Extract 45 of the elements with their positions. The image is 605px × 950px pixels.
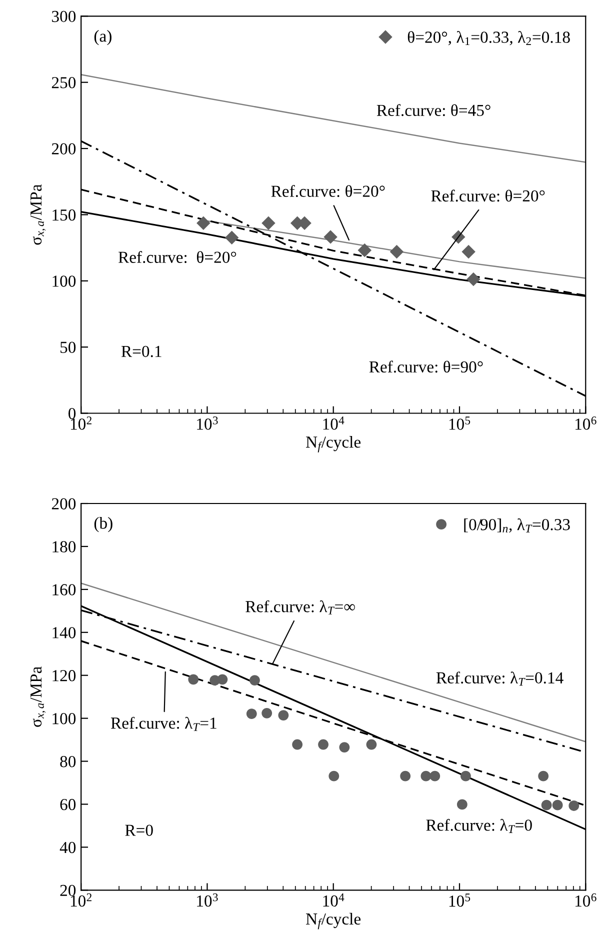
y-tick-label: 100 (52, 276, 76, 287)
y-tick-label: 100 (52, 713, 76, 724)
y-tick-label: 20 (60, 884, 76, 896)
annotation: Ref.curve: θ=90° (369, 360, 483, 373)
y-tick-label: 160 (52, 584, 76, 596)
annotation: R=0 (125, 824, 153, 836)
annotation: Ref.curve: λ$_{T}$=0 (426, 818, 532, 833)
annotation: Ref.curve: θ=20° (118, 251, 236, 264)
y-tick-label: 80 (60, 756, 76, 768)
y-axis-title: σ$_{x,a}$/MPa (30, 666, 46, 727)
annotation: Ref.curve: λ$_{T}$=0.14 (436, 672, 564, 686)
y-tick-label: 140 (52, 627, 76, 638)
y-tick-label: 180 (52, 541, 76, 552)
y-tick-label: 50 (60, 342, 76, 354)
x-tick-label: 10$^{6}$ (576, 416, 596, 430)
annotation: R=0.1 (121, 346, 162, 358)
x-tick-label: 10$^{4}$ (323, 416, 344, 430)
annotation: Ref.curve: θ=45° (376, 104, 490, 116)
x-axis-title: N$_{f}$/cycle (306, 912, 361, 930)
line-series (81, 74, 586, 163)
y-tick-label: 250 (52, 77, 76, 88)
x-tick-label: 10$^{3}$ (197, 893, 218, 907)
y-tick-label: 300 (52, 10, 76, 22)
y-tick-label: 200 (52, 498, 76, 510)
x-tick-label: 10$^{5}$ (449, 894, 470, 907)
annotation: (a) (94, 30, 112, 46)
y-tick-label: 60 (60, 798, 76, 810)
y-tick-label: 120 (52, 670, 76, 682)
x-tick-label: 10$^{4}$ (323, 893, 344, 907)
x-tick-label: 10$^{5}$ (449, 416, 470, 430)
y-tick-label: 0 (68, 408, 76, 420)
annotation: Ref.curve: θ=20° (271, 185, 385, 198)
annotation: (b) (94, 517, 112, 532)
x-axis-title: N$_{f}$/cycle (306, 436, 361, 452)
legend-label: θ=20°, λ$_{1}$=0.33, λ$_{2}$=0.18 (408, 30, 570, 46)
y-tick-label: 40 (60, 842, 76, 854)
y-axis-title: σ$_{x,a}$/MPa (30, 184, 46, 245)
legend-label: [0/90]$_{n}$, λ$_{T}$=0.33 (464, 518, 570, 533)
y-tick-label: 200 (52, 143, 76, 154)
annotation: Ref.curve: λ$_{T}$=∞ (246, 600, 355, 614)
x-tick-label: 10$^{3}$ (197, 416, 218, 430)
y-tick-label: 150 (52, 209, 76, 221)
annotation: Ref.curve: λ$_{T}$=1 (110, 716, 216, 731)
x-tick-label: 10$^{6}$ (576, 893, 596, 907)
annotation: Ref.curve: θ=20° (431, 190, 545, 202)
